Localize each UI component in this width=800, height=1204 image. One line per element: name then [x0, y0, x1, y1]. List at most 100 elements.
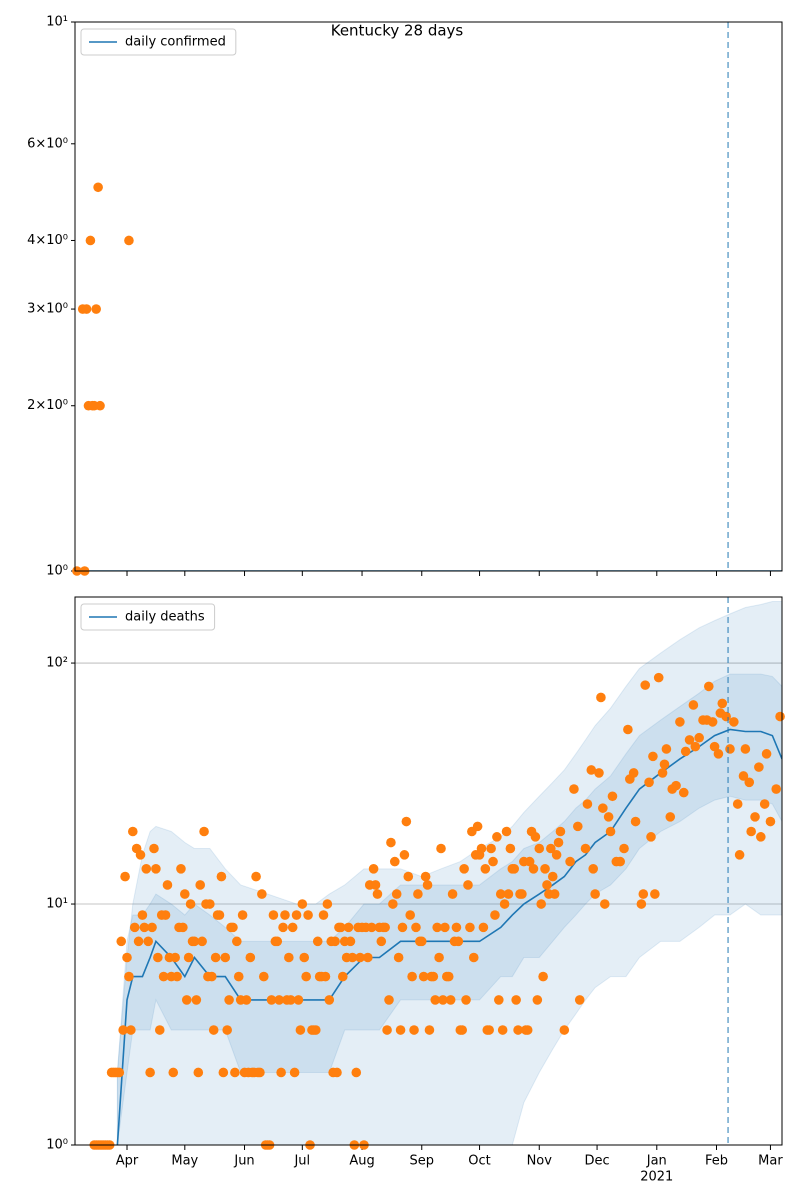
data-point	[586, 765, 597, 775]
data-point	[120, 871, 130, 882]
data-point	[594, 768, 604, 778]
data-point	[403, 871, 414, 882]
data-point	[251, 871, 261, 882]
data-point	[513, 1025, 523, 1035]
data-point	[320, 971, 331, 982]
data-point	[180, 889, 190, 899]
data-point	[734, 850, 745, 860]
data-point	[368, 864, 379, 874]
data-point	[619, 843, 629, 854]
data-point	[534, 843, 545, 854]
data-point	[276, 1067, 286, 1078]
data-point	[555, 826, 566, 837]
data-point	[650, 889, 660, 899]
y-tick-label: 10²	[46, 656, 68, 671]
data-point	[237, 910, 248, 920]
y-tick-label: 4×10⁰	[27, 233, 68, 248]
data-point	[366, 922, 377, 933]
data-point	[598, 803, 608, 813]
data-point	[750, 812, 760, 822]
data-point	[488, 856, 498, 867]
data-point	[230, 1067, 240, 1078]
x-tick-label: Apr	[116, 1154, 139, 1169]
data-point	[216, 871, 227, 882]
data-point	[546, 843, 556, 854]
data-point	[463, 880, 473, 890]
x-tick-label: Feb	[705, 1154, 728, 1169]
data-point	[388, 899, 398, 909]
data-point	[480, 864, 491, 874]
data-point	[540, 864, 550, 874]
data-point	[274, 995, 285, 1005]
data-point	[295, 1025, 306, 1035]
legend-label: daily confirmed	[125, 35, 226, 50]
data-point	[605, 826, 616, 837]
data-point	[116, 936, 127, 947]
data-point	[511, 995, 521, 1005]
data-point	[135, 850, 146, 860]
data-point	[153, 952, 163, 963]
data-point	[191, 995, 202, 1005]
confidence-band	[116, 601, 782, 1145]
axes-frame	[74, 596, 783, 1146]
data-point	[372, 889, 383, 899]
data-point	[732, 799, 743, 809]
data-point	[501, 826, 512, 837]
data-point	[208, 1025, 219, 1035]
data-point	[255, 1067, 265, 1078]
data-point	[176, 864, 186, 874]
x-tick-label: Nov	[527, 1154, 553, 1169]
data-point	[391, 889, 402, 899]
data-point	[233, 971, 244, 982]
data-point	[717, 698, 728, 709]
data-point	[640, 680, 651, 690]
data-point	[729, 717, 739, 727]
data-point	[465, 922, 475, 933]
data-point	[397, 922, 408, 933]
data-point	[189, 936, 200, 947]
data-point	[499, 899, 510, 909]
data-point	[623, 724, 633, 735]
data-point	[596, 692, 606, 703]
data-point	[139, 922, 150, 933]
data-point	[95, 400, 105, 411]
data-point	[628, 768, 639, 778]
data-point	[657, 768, 668, 778]
y-tick-label: 10¹	[46, 15, 68, 30]
data-point	[615, 856, 625, 867]
data-point	[434, 952, 444, 963]
y-tick-label: 10⁰	[46, 564, 68, 579]
data-point	[648, 751, 658, 762]
data-point	[538, 971, 548, 982]
y-tick-label: 2×10⁰	[27, 398, 68, 413]
data-point	[492, 832, 502, 842]
data-point	[399, 850, 410, 860]
data-point	[382, 1025, 392, 1035]
data-point	[197, 936, 207, 947]
data-point	[343, 922, 354, 933]
data-point	[746, 826, 756, 837]
data-point	[671, 780, 681, 791]
data-point	[158, 971, 169, 982]
data-point	[407, 971, 417, 982]
x-tick-label: Oct	[468, 1154, 490, 1169]
data-point	[580, 843, 591, 854]
data-point	[461, 995, 471, 1005]
data-point	[258, 971, 269, 982]
data-point	[484, 1025, 494, 1035]
data-point	[324, 995, 335, 1005]
data-point	[486, 843, 496, 854]
data-point	[287, 922, 298, 933]
data-point	[565, 856, 575, 867]
data-point	[363, 952, 373, 963]
x-tick-label: Jun	[233, 1154, 254, 1169]
data-point	[312, 936, 323, 947]
legend-box	[80, 603, 216, 631]
data-point	[582, 799, 593, 809]
data-point	[740, 744, 751, 754]
data-point	[707, 717, 718, 727]
data-point	[547, 871, 558, 882]
chart-title: Kentucky 28 days	[331, 22, 464, 40]
data-point	[638, 889, 649, 899]
data-point	[505, 843, 516, 854]
